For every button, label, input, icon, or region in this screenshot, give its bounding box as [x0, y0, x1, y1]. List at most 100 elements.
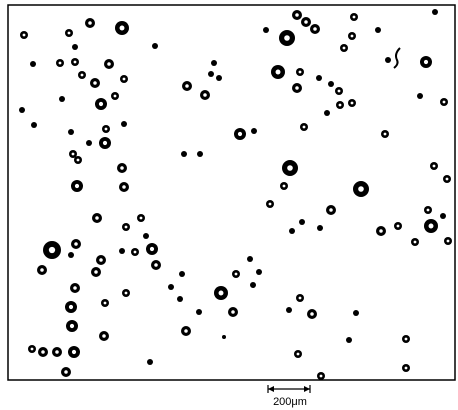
- droplet-highlight: [94, 270, 98, 274]
- droplet: [68, 252, 74, 258]
- droplet-highlight: [41, 350, 45, 354]
- droplet-highlight: [338, 90, 341, 93]
- droplet-highlight: [299, 297, 302, 300]
- droplet-highlight: [114, 95, 117, 98]
- droplet: [263, 27, 269, 33]
- droplet-highlight: [397, 225, 400, 228]
- droplet-highlight: [231, 310, 235, 314]
- droplet-highlight: [295, 13, 299, 17]
- droplet-highlight: [447, 240, 450, 243]
- droplet-highlight: [414, 241, 417, 244]
- droplet: [147, 359, 153, 365]
- droplet-highlight: [64, 370, 68, 374]
- droplet-highlight: [59, 62, 62, 65]
- scale-label: 200μm: [273, 396, 307, 408]
- droplet: [211, 60, 217, 66]
- droplet-highlight: [72, 153, 75, 156]
- droplet: [250, 282, 256, 288]
- droplet-highlight: [55, 350, 59, 354]
- droplet-highlight: [284, 35, 290, 41]
- droplet: [324, 110, 330, 116]
- droplet-highlight: [105, 128, 108, 131]
- droplet-highlight: [203, 93, 207, 97]
- droplet-highlight: [104, 302, 107, 305]
- droplet-highlight: [427, 209, 430, 212]
- droplet-highlight: [75, 184, 79, 188]
- droplet-highlight: [446, 178, 449, 181]
- droplet-highlight: [95, 216, 99, 220]
- droplet-highlight: [68, 32, 71, 35]
- droplet-highlight: [40, 268, 44, 272]
- droplet: [353, 310, 359, 316]
- droplet-highlight: [185, 84, 189, 88]
- micrograph: 200μm: [0, 0, 458, 410]
- droplet-highlight: [219, 291, 224, 296]
- droplet: [208, 71, 214, 77]
- droplet: [19, 107, 25, 113]
- droplet: [177, 296, 183, 302]
- droplet-highlight: [310, 312, 314, 316]
- droplet-highlight: [72, 350, 76, 354]
- droplet-highlight: [120, 166, 124, 170]
- droplet: [31, 122, 37, 128]
- droplet-highlight: [120, 26, 125, 31]
- droplet-highlight: [134, 251, 137, 254]
- droplet-highlight: [23, 34, 26, 37]
- droplet-highlight: [329, 208, 333, 212]
- droplet-highlight: [150, 247, 154, 251]
- droplet-highlight: [379, 229, 383, 233]
- droplet: [346, 337, 352, 343]
- droplet: [121, 121, 127, 127]
- droplet: [286, 307, 292, 313]
- droplet-highlight: [343, 47, 346, 50]
- droplet-highlight: [73, 286, 77, 290]
- droplet-highlight: [269, 203, 272, 206]
- droplet: [68, 129, 74, 135]
- droplet: [432, 9, 438, 15]
- droplet-highlight: [405, 367, 408, 370]
- droplet: [196, 309, 202, 315]
- droplet: [316, 75, 322, 81]
- droplet: [30, 61, 36, 67]
- droplet: [251, 128, 257, 134]
- droplet: [59, 96, 65, 102]
- droplet-highlight: [49, 247, 55, 253]
- droplet-highlight: [122, 185, 126, 189]
- droplet-highlight: [102, 334, 106, 338]
- droplet-highlight: [93, 81, 97, 85]
- droplet-highlight: [303, 126, 306, 129]
- droplet: [216, 75, 222, 81]
- droplet: [119, 248, 125, 254]
- droplet: [247, 256, 253, 262]
- droplet-highlight: [69, 305, 73, 309]
- droplet-highlight: [287, 165, 293, 171]
- droplet-highlight: [313, 27, 317, 31]
- droplet-highlight: [70, 324, 74, 328]
- droplet: [328, 81, 334, 87]
- droplet: [289, 228, 295, 234]
- droplet: [417, 93, 423, 99]
- droplet-highlight: [99, 258, 103, 262]
- droplet-highlight: [339, 104, 342, 107]
- droplet: [168, 284, 174, 290]
- droplet-highlight: [107, 62, 111, 66]
- droplet-highlight: [154, 263, 158, 267]
- droplet-highlight: [351, 35, 354, 38]
- droplet-highlight: [295, 86, 299, 90]
- droplet-highlight: [123, 78, 126, 81]
- droplet-highlight: [99, 102, 103, 106]
- droplet-highlight: [74, 61, 77, 64]
- droplet-highlight: [77, 159, 80, 162]
- droplet: [72, 44, 78, 50]
- droplet-highlight: [433, 165, 436, 168]
- droplet: [222, 335, 226, 339]
- droplet: [152, 43, 158, 49]
- droplet-highlight: [276, 70, 281, 75]
- droplet-highlight: [429, 224, 434, 229]
- droplet-highlight: [31, 348, 34, 351]
- droplet-highlight: [125, 292, 128, 295]
- droplet: [143, 233, 149, 239]
- droplet-highlight: [103, 141, 107, 145]
- droplet-highlight: [283, 185, 286, 188]
- droplet: [317, 225, 323, 231]
